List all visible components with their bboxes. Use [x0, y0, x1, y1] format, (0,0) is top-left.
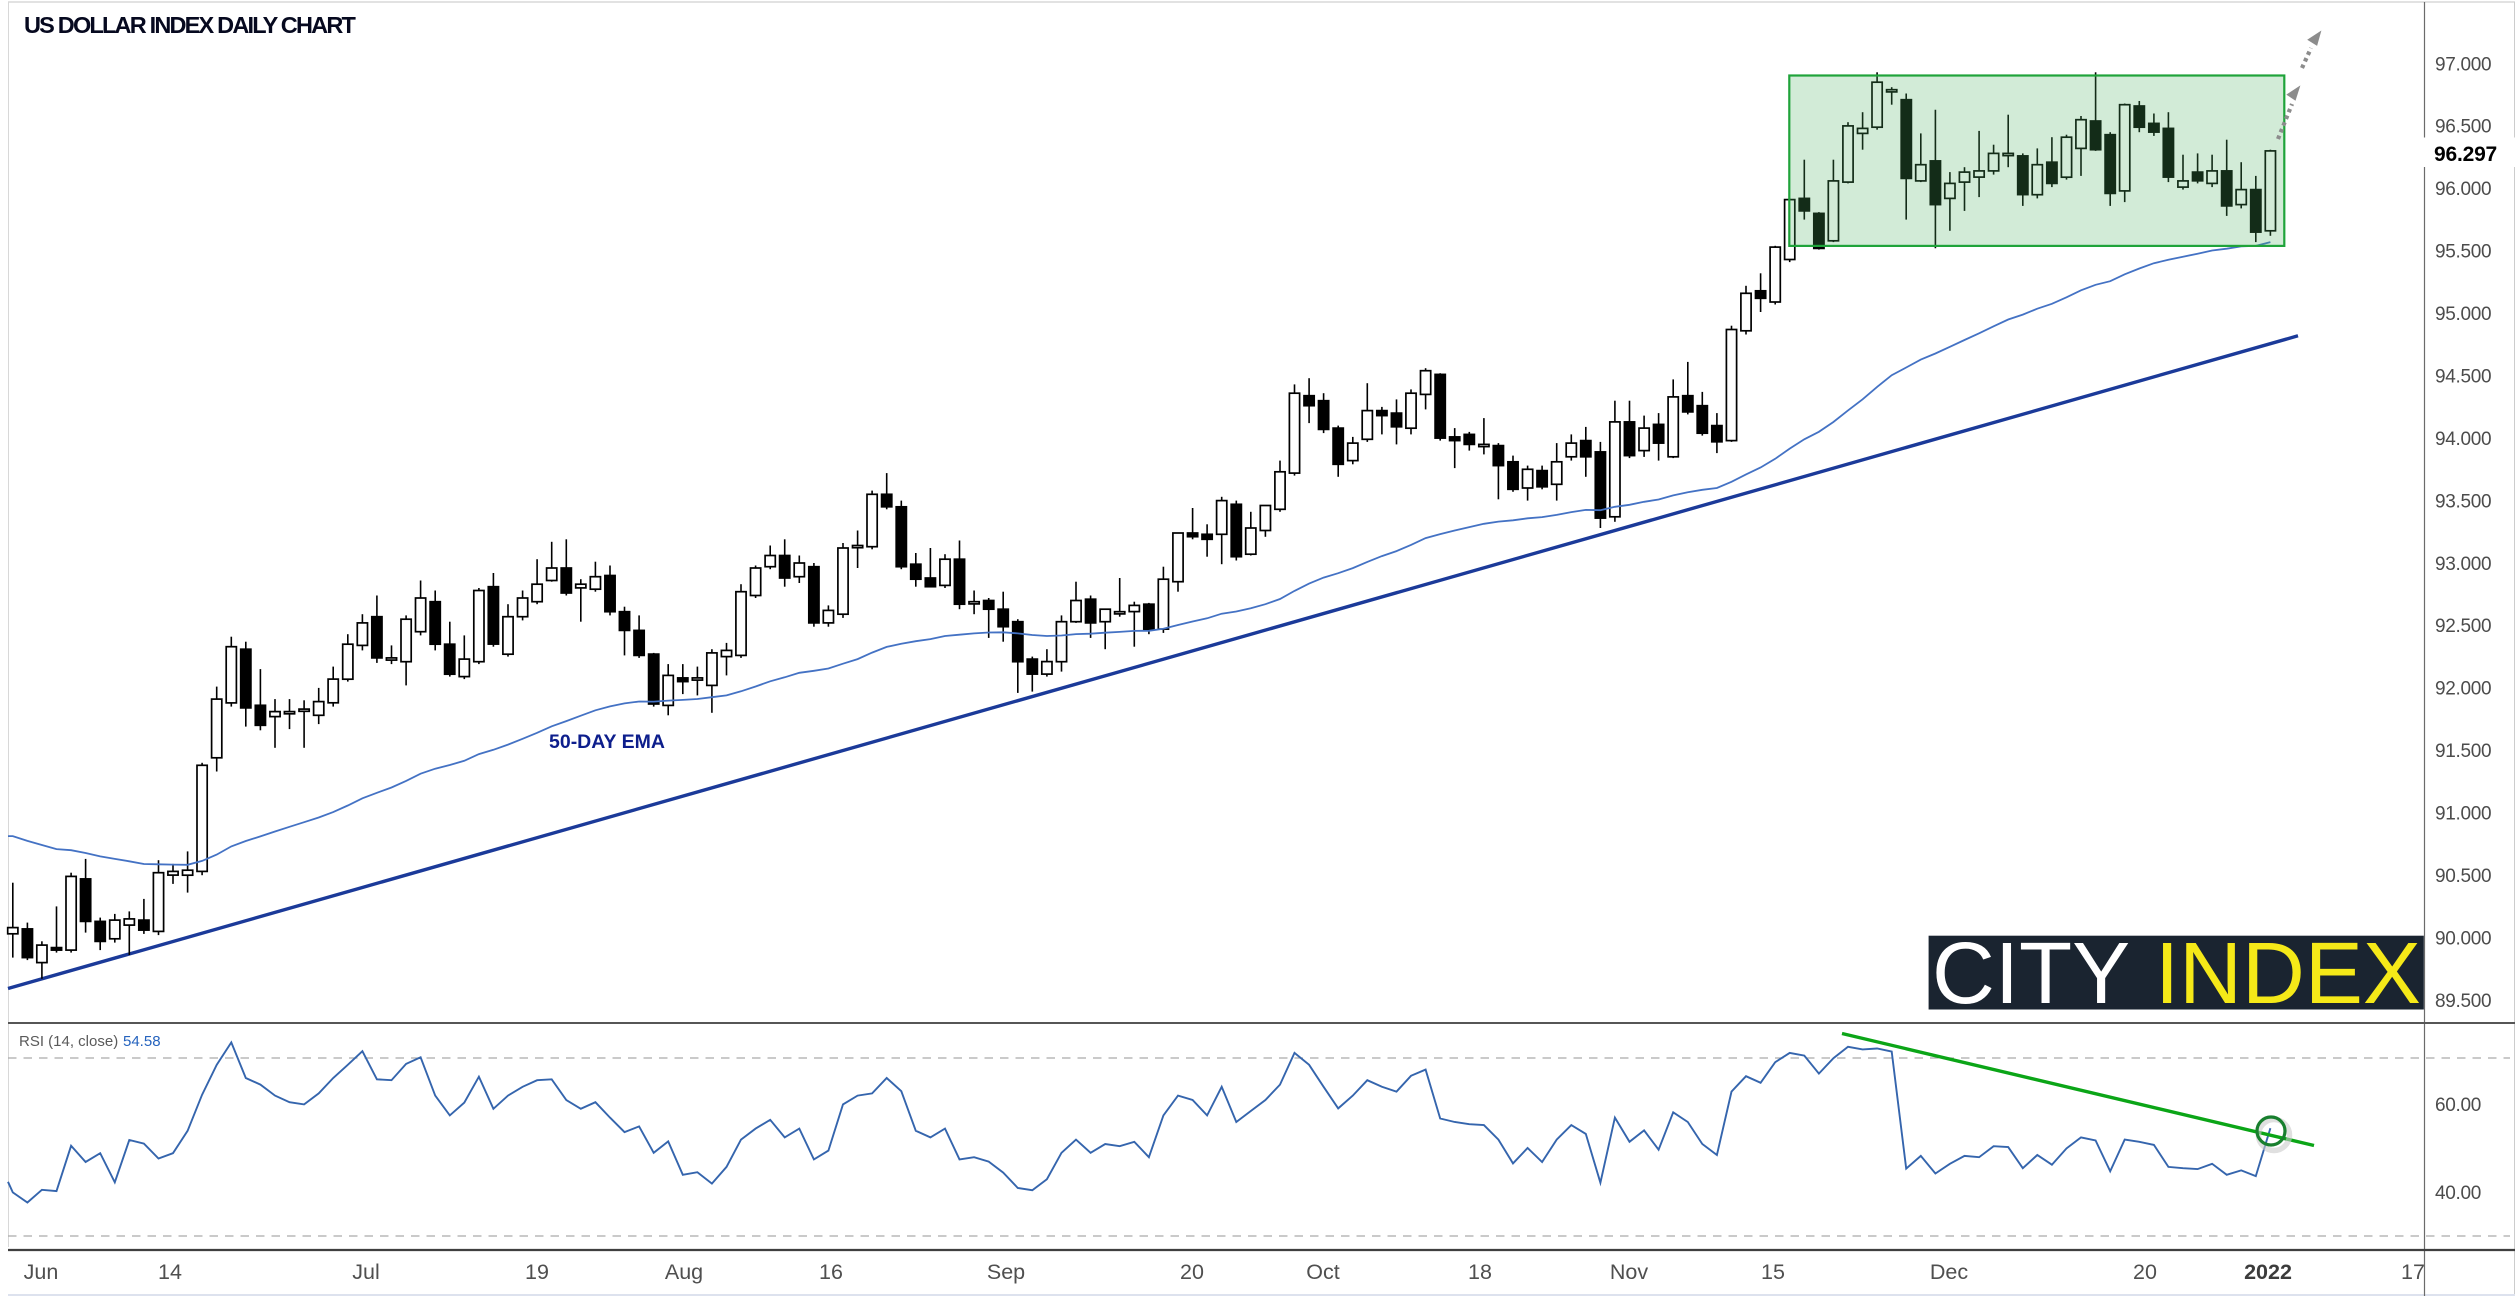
svg-text:2022: 2022: [2244, 1260, 2292, 1284]
svg-text:Jun: Jun: [24, 1260, 59, 1284]
svg-text:96.297: 96.297: [2434, 143, 2497, 166]
svg-text:Dec: Dec: [1930, 1260, 1968, 1284]
svg-text:96.000: 96.000: [2435, 179, 2491, 200]
svg-text:Sep: Sep: [987, 1260, 1025, 1284]
svg-text:91.500: 91.500: [2435, 741, 2491, 762]
svg-text:17: 17: [2401, 1260, 2425, 1284]
svg-text:89.500: 89.500: [2435, 991, 2491, 1012]
svg-text:95.000: 95.000: [2435, 304, 2491, 325]
svg-text:14: 14: [158, 1260, 182, 1284]
svg-text:92.000: 92.000: [2435, 679, 2491, 700]
svg-text:92.500: 92.500: [2435, 616, 2491, 637]
svg-text:15: 15: [1761, 1260, 1785, 1284]
svg-text:Nov: Nov: [1610, 1260, 1648, 1284]
svg-text:16: 16: [819, 1260, 843, 1284]
svg-text:US DOLLAR INDEX DAILY CHART: US DOLLAR INDEX DAILY CHART: [24, 12, 356, 38]
svg-text:50-DAY EMA: 50-DAY EMA: [549, 731, 665, 753]
svg-text:90.000: 90.000: [2435, 928, 2491, 949]
svg-text:19: 19: [525, 1260, 549, 1284]
svg-text:CITY: CITY: [1932, 925, 2130, 1022]
svg-text:93.500: 93.500: [2435, 491, 2491, 512]
svg-text:94.500: 94.500: [2435, 367, 2491, 388]
svg-text:20: 20: [2133, 1260, 2157, 1284]
svg-text:Oct: Oct: [1306, 1260, 1339, 1284]
svg-text:93.000: 93.000: [2435, 554, 2491, 575]
svg-text:91.000: 91.000: [2435, 804, 2491, 825]
svg-text:97.000: 97.000: [2435, 54, 2491, 75]
svg-text:Aug: Aug: [665, 1260, 703, 1284]
svg-text:18: 18: [1468, 1260, 1492, 1284]
svg-text:Jul: Jul: [352, 1260, 379, 1284]
svg-text:94.000: 94.000: [2435, 429, 2491, 450]
svg-text:96.500: 96.500: [2435, 117, 2491, 138]
svg-text:20: 20: [1180, 1260, 1204, 1284]
svg-text:60.00: 60.00: [2435, 1095, 2481, 1116]
svg-text:RSI (14, close): RSI (14, close): [19, 1033, 118, 1050]
svg-text:95.500: 95.500: [2435, 242, 2491, 263]
svg-text:54.58: 54.58: [123, 1033, 161, 1050]
svg-text:INDEX: INDEX: [2155, 925, 2421, 1022]
svg-text:90.500: 90.500: [2435, 866, 2491, 887]
svg-text:40.00: 40.00: [2435, 1183, 2481, 1204]
